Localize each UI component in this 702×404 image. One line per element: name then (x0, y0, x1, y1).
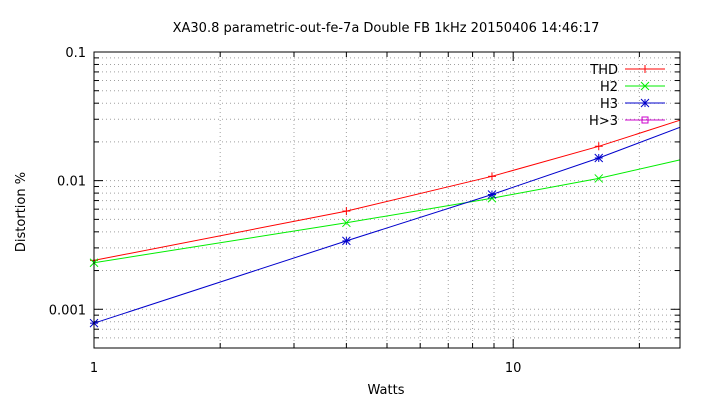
legend-label-h2: H2 (600, 80, 618, 95)
series-line-thd (93, 119, 681, 261)
x-tick-label: 10 (505, 361, 522, 376)
data-point-thd (594, 142, 603, 151)
y-axis-label: Distortion % (14, 172, 29, 252)
legend-label-h-3: H>3 (589, 114, 618, 129)
data-point-thd (487, 172, 496, 181)
data-point-h3 (487, 190, 497, 199)
data-point-h3 (594, 153, 604, 163)
axis-ticks: 1 10 0.001 0.01 0.1 (49, 46, 680, 376)
y-tick-label: 0.01 (57, 175, 86, 190)
legend-marker-h-3 (641, 116, 649, 124)
data-point-h2 (342, 218, 351, 228)
legend-label-h3: H3 (600, 97, 618, 112)
legend-marker-h2 (640, 81, 650, 91)
legend-marker-h3 (640, 98, 650, 108)
y-tick-label: 0.1 (65, 46, 86, 61)
legend-marker-thd (641, 65, 649, 73)
series-line-h2 (93, 159, 681, 264)
data-point-h2 (594, 174, 604, 183)
chart-title: XA30.8 parametric-out-fe-7a Double FB 1k… (173, 21, 600, 36)
legend: THD H2 H3 H>3 (589, 63, 665, 129)
data-point-thd (342, 207, 351, 216)
series-layer (89, 119, 681, 328)
grid (94, 52, 680, 348)
x-tick-label: 1 (90, 361, 98, 376)
legend-label-thd: THD (589, 63, 618, 78)
y-tick-label: 0.001 (49, 303, 86, 318)
plot-frame (93, 51, 681, 349)
x-axis-label: Watts (368, 383, 405, 398)
data-point-h3 (342, 236, 351, 246)
